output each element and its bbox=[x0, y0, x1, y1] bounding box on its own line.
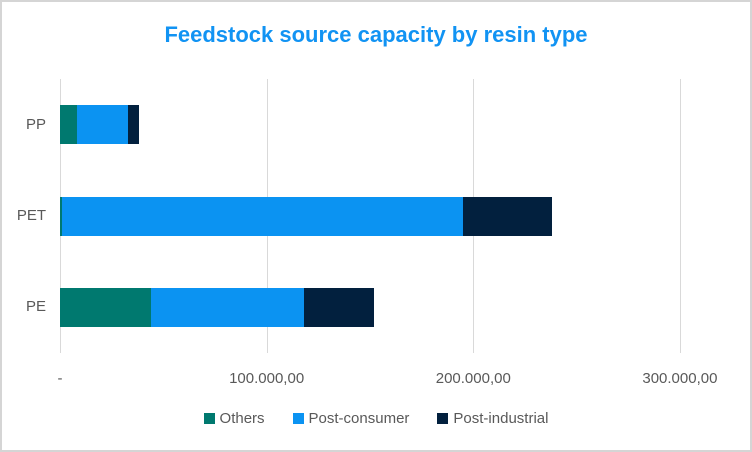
legend-item-others[interactable]: Others bbox=[203, 409, 265, 427]
legend: Others Post-consumer Post-industrial bbox=[2, 406, 750, 430]
bar-segment-pp-post-consumer[interactable] bbox=[76, 105, 129, 145]
bar-segment-pe-others[interactable] bbox=[60, 287, 151, 327]
bar-segment-pe-post-industrial[interactable] bbox=[303, 287, 375, 327]
x-axis-tick-label: 300.000,00 bbox=[642, 370, 718, 387]
x-axis-tick-label: - bbox=[57, 370, 63, 387]
bar-pe bbox=[60, 287, 375, 327]
y-axis-category-label: PE bbox=[25, 298, 46, 316]
x-axis-tick-label: 100.000,00 bbox=[229, 370, 305, 387]
x-gridline bbox=[679, 79, 681, 353]
legend-label: Post-consumer bbox=[308, 409, 410, 427]
bar-pp bbox=[60, 105, 139, 145]
legend-swatch-post-industrial bbox=[437, 412, 449, 424]
legend-label: Post-industrial bbox=[453, 409, 549, 427]
y-axis-category-label: PET bbox=[16, 207, 46, 224]
legend-swatch-others bbox=[203, 412, 215, 424]
legend-item-post-industrial[interactable]: Post-industrial bbox=[437, 410, 548, 427]
y-axis-category-label: PP bbox=[25, 115, 46, 133]
chart-title: Feedstock source capacity by resin type bbox=[164, 22, 588, 47]
bar-segment-pp-post-industrial[interactable] bbox=[128, 105, 139, 145]
bar-segment-pet-others[interactable] bbox=[60, 196, 63, 236]
bar-segment-pp-others[interactable] bbox=[60, 105, 77, 145]
bar-segment-pet-post-industrial[interactable] bbox=[463, 196, 553, 236]
legend-label: Others bbox=[219, 409, 265, 427]
bar-pet bbox=[60, 196, 553, 236]
x-axis-tick-label: 200.000,00 bbox=[435, 370, 511, 387]
bar-segment-pet-post-consumer[interactable] bbox=[62, 196, 464, 236]
legend-swatch-post-consumer bbox=[292, 412, 304, 424]
bar-segment-pe-post-consumer[interactable] bbox=[150, 287, 304, 327]
legend-item-post-consumer[interactable]: Post-consumer bbox=[292, 409, 410, 427]
